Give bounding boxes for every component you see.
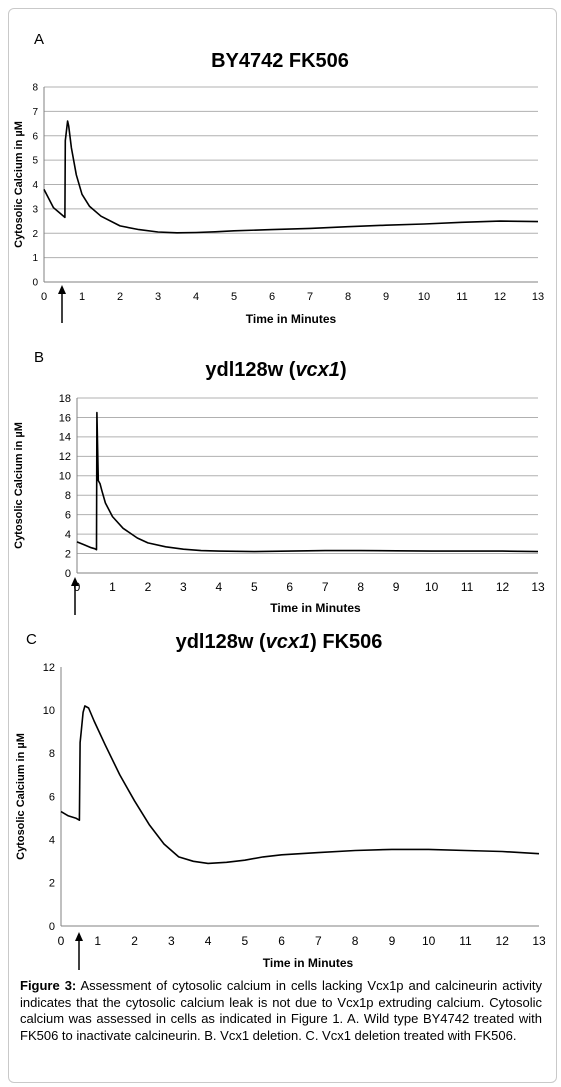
panel-a-x-axis-label: Time in Minutes: [246, 312, 337, 326]
panel-c-x-tick-label: 9: [389, 934, 396, 948]
panel-a-y-tick-label: 3: [32, 204, 38, 215]
panel-b-y-tick-label: 8: [65, 490, 71, 502]
panel-a-title: BY4742 FK506: [211, 50, 349, 72]
panel-c-arrow-head: [75, 932, 83, 941]
panel-a-x-tick-label: 5: [231, 291, 237, 303]
panel-a-y-axis-label: Cytosolic Calcium in µM: [13, 121, 25, 248]
panel-b-x-axis-label: Time in Minutes: [270, 601, 361, 615]
panel-c-x-tick-label: 2: [131, 934, 138, 948]
panel-b-x-tick-label: 6: [286, 580, 293, 594]
panel-b-x-tick-label: 12: [496, 580, 510, 594]
panel-c-y-axis-label: Cytosolic Calcium in µM: [15, 733, 27, 860]
panel-b-x-tick-label: 9: [393, 580, 400, 594]
panel-b-x-tick-label: 4: [216, 580, 223, 594]
panel-a-x-tick-label: 13: [532, 291, 544, 303]
panel-c-y-tick-label: 6: [49, 791, 55, 803]
panel-c-x-tick-label: 11: [459, 934, 472, 948]
panel-a-y-tick-label: 5: [32, 156, 38, 167]
panel-b-x-tick-label: 11: [461, 580, 474, 594]
panel-a-y-tick-label: 6: [32, 131, 38, 142]
panel-c-x-axis-label: Time in Minutes: [263, 956, 354, 970]
panel-b-arrow-head: [71, 577, 79, 586]
panel-c-x-tick-label: 7: [315, 934, 322, 948]
panel-b-x-tick-label: 2: [145, 580, 152, 594]
panel-c-y-tick-label: 8: [49, 748, 55, 760]
panel-a-y-tick-label: 8: [32, 83, 38, 94]
panel-c-y-tick-label: 0: [49, 921, 55, 933]
panel-b-x-tick-label: 13: [531, 580, 545, 594]
panel-c-y-tick-label: 2: [49, 878, 55, 890]
panel-b-y-tick-label: 10: [59, 471, 71, 483]
panel-c-y-tick-label: 4: [49, 835, 55, 847]
panel-b-y-tick-label: 18: [59, 393, 71, 405]
panel-a-arrow-head: [58, 285, 66, 294]
panel-b-y-axis-label: Cytosolic Calcium in µM: [13, 422, 25, 549]
panel-c-x-tick-label: 3: [168, 934, 175, 948]
panel-a-x-tick-label: 2: [117, 291, 123, 303]
panel-c-x-tick-label: 10: [422, 934, 436, 948]
panel-a-x-tick-label: 7: [307, 291, 313, 303]
panel-b-x-tick-label: 1: [109, 580, 116, 594]
panel-a-series-line: [43, 120, 539, 234]
panel-c-x-tick-label: 1: [94, 934, 101, 948]
panel-a-x-tick-label: 10: [418, 291, 430, 303]
panel-c-x-tick-label: 13: [532, 934, 546, 948]
panel-c-x-tick-label: 0: [58, 934, 65, 948]
panel-c-x-tick-label: 4: [205, 934, 212, 948]
panel-b-label: B: [34, 349, 44, 366]
panel-b-y-tick-label: 6: [65, 510, 71, 522]
panel-a-label: A: [34, 31, 44, 48]
panel-b-x-tick-label: 10: [425, 580, 439, 594]
panel-b-x-tick-label: 3: [180, 580, 187, 594]
figure-caption: Figure 3: Assessment of cytosolic calciu…: [20, 978, 542, 1044]
panel-b-y-tick-label: 0: [65, 568, 71, 580]
panel-b-x-tick-label: 0: [74, 580, 81, 594]
panel-c-x-tick-label: 5: [242, 934, 249, 948]
panel-a-x-tick-label: 11: [456, 291, 467, 303]
caption-text: Assessment of cytosolic calcium in cells…: [20, 978, 542, 1043]
panel-c-y-tick-label: 12: [43, 662, 55, 674]
panel-a-x-tick-label: 1: [79, 291, 85, 303]
panel-c-x-tick-label: 12: [496, 934, 510, 948]
panel-c-x-tick-label: 6: [278, 934, 285, 948]
panel-a-y-tick-label: 7: [32, 107, 38, 118]
panel-a-y-tick-label: 2: [32, 229, 38, 240]
panel-c-label: C: [26, 631, 37, 648]
panel-b-series-line: [76, 411, 539, 553]
panel-a-y-tick-label: 1: [32, 253, 38, 264]
panel-a-x-tick-label: 8: [345, 291, 351, 303]
figure-frame: [8, 8, 557, 1083]
panel-b-y-tick-label: 12: [59, 451, 71, 463]
panel-b-y-tick-label: 16: [59, 412, 71, 424]
panel-b-x-tick-label: 7: [322, 580, 329, 594]
panel-a-x-tick-label: 6: [269, 291, 275, 303]
panel-b-y-tick-label: 14: [59, 432, 71, 444]
panel-a-x-tick-label: 0: [41, 291, 47, 303]
panel-b-x-tick-label: 5: [251, 580, 258, 594]
panel-a-y-tick-label: 0: [32, 278, 38, 289]
panel-a-x-tick-label: 12: [494, 291, 506, 303]
panel-b-x-tick-label: 8: [357, 580, 364, 594]
panel-b-y-tick-label: 4: [65, 529, 71, 541]
panel-a-x-tick-label: 4: [193, 291, 199, 303]
caption-lead: Figure 3:: [20, 978, 77, 993]
panel-a-x-tick-label: 3: [155, 291, 161, 303]
panel-a-y-tick-label: 4: [32, 180, 38, 191]
panel-b-title: ydl128w (vcx1): [205, 359, 346, 381]
panel-c-title: ydl128w (vcx1) FK506: [176, 631, 383, 653]
panel-a-x-tick-label: 9: [383, 291, 389, 303]
panel-c-series-line: [60, 705, 540, 865]
panel-b-y-tick-label: 2: [65, 548, 71, 560]
panel-c-x-tick-label: 8: [352, 934, 359, 948]
panel-c-y-tick-label: 10: [43, 705, 55, 717]
